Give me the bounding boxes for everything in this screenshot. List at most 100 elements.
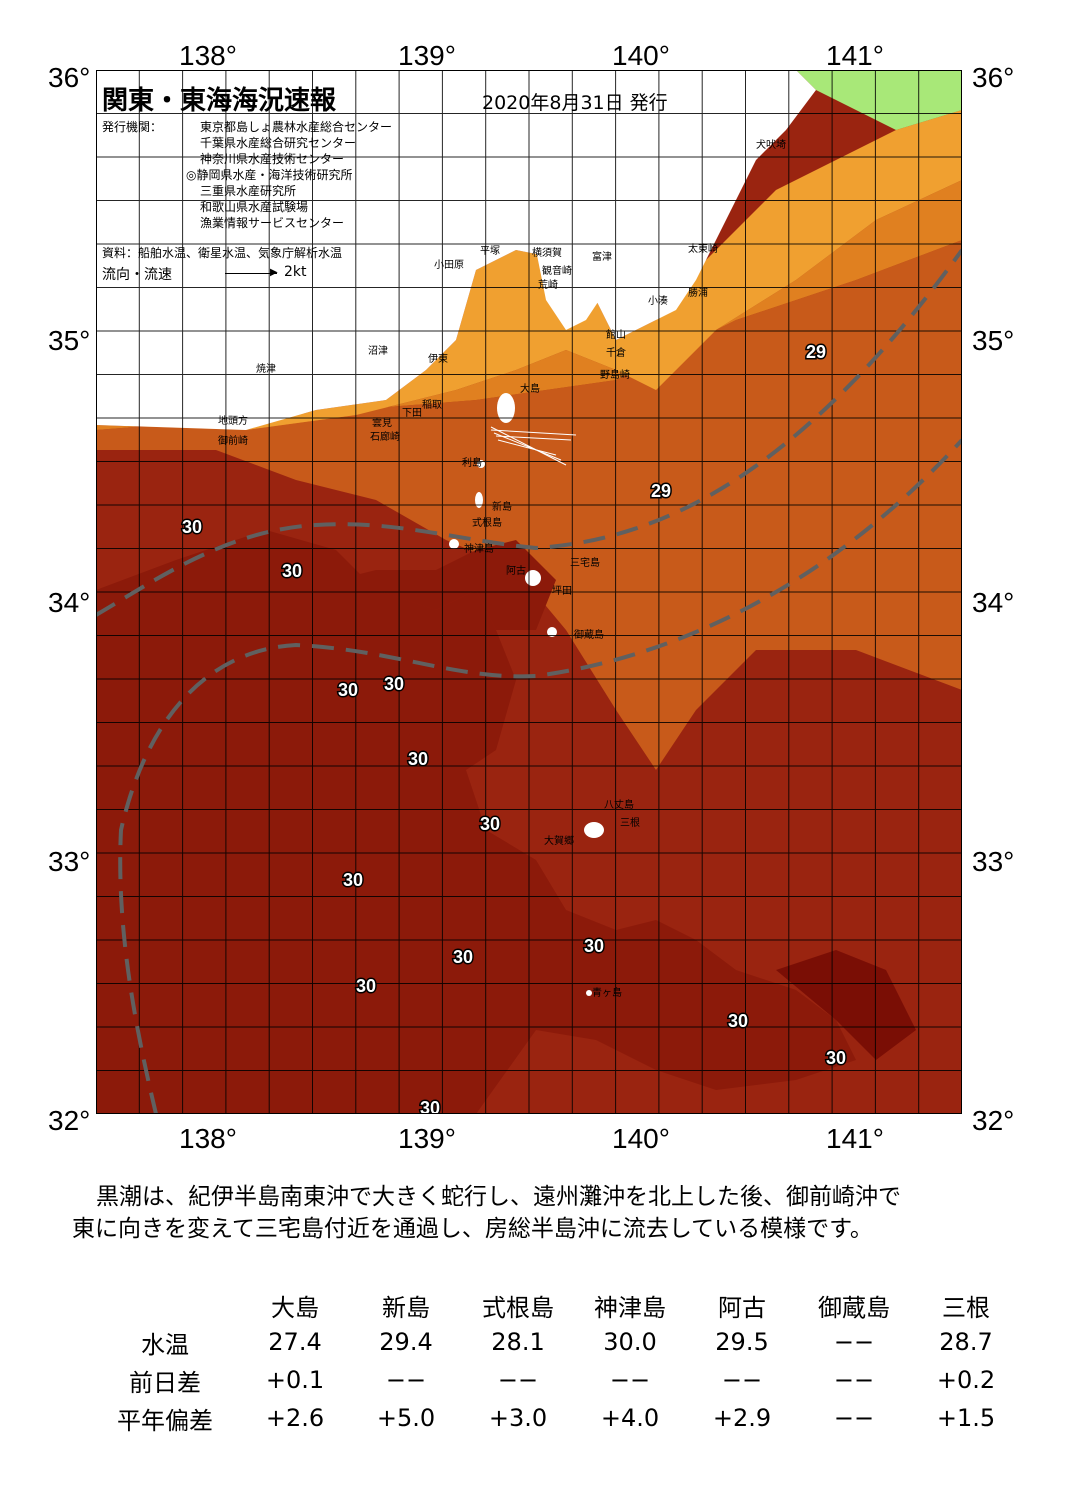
top-lon-label-138: 138° <box>179 40 237 71</box>
issuer-list: 東京都島しょ農林水産総合センター 千葉県水産総合研究センター 神奈川県水産技術セ… <box>186 119 392 231</box>
place-label: 大島 <box>520 382 540 395</box>
water-zone-30 <box>96 530 856 1114</box>
flow-legend-label: 流向・流速 <box>102 267 172 283</box>
place-label: 富津 <box>592 250 612 263</box>
place-label: 観音崎 <box>542 264 572 277</box>
issue-date: 2020年8月31日 発行 <box>482 92 668 114</box>
table-cell: +5.0 <box>376 1404 436 1432</box>
table-row-label: 平年偏差 <box>117 1406 213 1435</box>
table-cell: 28.1 <box>491 1328 545 1356</box>
table-row: 水温 27.4 29.4 28.1 30.0 29.5 −− 28.7 <box>90 1323 1022 1361</box>
flow-legend-scale: 2kt <box>284 264 307 280</box>
flow-legend-arrow <box>225 273 277 274</box>
table-cell: 29.5 <box>715 1328 769 1356</box>
kuroshio-path-south <box>118 438 962 1114</box>
place-label: 勝浦 <box>688 286 708 299</box>
table-cell: −− <box>833 1366 875 1394</box>
water-zone-cold <box>796 70 962 130</box>
map-frame <box>96 70 962 1114</box>
contour-label-30-a: 30 <box>182 517 202 537</box>
contour-label-30-c: 30 <box>338 680 358 700</box>
table-cell: 28.7 <box>939 1328 993 1356</box>
issuer-label: 発行機関： <box>102 120 163 134</box>
right-lat-label-32: 32° <box>972 1105 1015 1136</box>
table-cell: −− <box>833 1404 875 1432</box>
place-label: 館山 <box>606 328 626 341</box>
place-label: 御前崎 <box>218 434 248 447</box>
table-row: 平年偏差 +2.6 +5.0 +3.0 +4.0 +2.9 −− +1.5 <box>90 1399 1022 1437</box>
place-label: 三根 <box>620 816 640 829</box>
left-lat-label-33: 33° <box>48 846 91 877</box>
bottom-lon-label-140: 140° <box>612 1123 670 1154</box>
page-title: 関東・東海海況速報 <box>102 86 337 116</box>
bottom-lon-label-139: 139° <box>398 1123 456 1154</box>
issuer-item: 漁業情報サービスセンター <box>200 216 345 230</box>
table-corner <box>90 1288 240 1323</box>
table-col-header: 新島 <box>382 1294 430 1322</box>
place-label: 焼津 <box>256 363 276 375</box>
description-line-2: 東に向きを変えて三宅島付近を通過し、房総半島沖に流去している模様です。 <box>72 1216 873 1242</box>
table-col-header: 式根島 <box>482 1294 554 1322</box>
contour-label-30-d: 30 <box>384 674 404 694</box>
table-cell: +4.0 <box>600 1404 660 1432</box>
table-cell: −− <box>497 1366 539 1394</box>
table-cell: +2.6 <box>265 1404 325 1432</box>
island-hachijojima <box>584 822 604 838</box>
place-label: 式根島 <box>472 516 502 529</box>
contour-label-30-h: 30 <box>453 947 473 967</box>
table-col-header: 御蔵島 <box>818 1294 890 1322</box>
top-lon-label-141: 141° <box>826 40 884 71</box>
table-row-label: 水温 <box>141 1330 189 1359</box>
place-label: 石廊崎 <box>370 430 400 443</box>
place-label: 坪田 <box>552 584 572 597</box>
place-label: 新島 <box>492 500 512 513</box>
land-miura-boso-gap <box>536 170 641 330</box>
left-lat-label-35: 35° <box>48 325 91 356</box>
issuer-item: 東京都島しょ農林水産総合センター <box>200 120 393 134</box>
place-label: 荒崎 <box>538 278 558 291</box>
table-header-row: 大島 新島 式根島 神津島 阿古 御蔵島 三根 <box>90 1288 1022 1323</box>
table-row-label: 前日差 <box>129 1368 201 1397</box>
table-col-header: 阿古 <box>718 1294 766 1322</box>
left-lat-label-32: 32° <box>48 1105 91 1136</box>
place-label: 神津島 <box>464 542 494 555</box>
arrowhead-icon: ▶ <box>270 267 278 278</box>
island-oshima <box>497 393 515 423</box>
island-miyakejima <box>525 570 541 586</box>
top-lon-label-140: 140° <box>612 40 670 71</box>
sea-temperature-map: 29 29 30 30 30 30 30 30 30 30 30 30 30 3… <box>96 70 962 1114</box>
water-zone-27 <box>246 110 962 430</box>
contour-label-29-b: 29 <box>651 481 671 501</box>
right-lat-label-34: 34° <box>972 587 1015 618</box>
place-label: 犬吠埼 <box>756 138 786 151</box>
contour-label-30-j: 30 <box>584 936 604 956</box>
place-label: 平塚 <box>480 245 500 257</box>
water-zone-30-north <box>296 540 556 630</box>
land-honshu <box>96 70 816 430</box>
contour-label-30-f: 30 <box>480 814 500 834</box>
left-lat-label-34: 34° <box>48 587 91 618</box>
place-label: 千倉 <box>606 346 626 359</box>
table-cell: +0.2 <box>936 1366 996 1394</box>
flow-vectors <box>490 426 577 466</box>
table-cell: 29.4 <box>379 1328 433 1356</box>
bottom-lon-label-138: 138° <box>179 1123 237 1154</box>
table-cell: 30.0 <box>603 1328 657 1356</box>
place-label: 御蔵島 <box>574 628 604 641</box>
bottom-lon-label-141: 141° <box>826 1123 884 1154</box>
table-cell: −− <box>721 1366 763 1394</box>
table-cell: +2.9 <box>712 1404 772 1432</box>
island-kozushima <box>449 539 459 549</box>
right-lat-label-35: 35° <box>972 325 1015 356</box>
place-label: 三宅島 <box>570 556 600 569</box>
place-label: 利島 <box>462 456 482 469</box>
issuer-item: 千葉県水産総合研究センター <box>200 136 357 150</box>
issuer-item: 和歌山県水産試験場 <box>200 200 309 214</box>
place-label: 沼津 <box>368 344 388 357</box>
issuer-item: 三重県水産研究所 <box>200 184 297 198</box>
table-cell: −− <box>833 1328 875 1356</box>
contour-label-30-i: 30 <box>356 976 376 996</box>
table-col-header: 神津島 <box>594 1294 666 1322</box>
issuer-item: ◎静岡県水産・海洋技術研究所 <box>186 168 353 182</box>
place-label: 大賀郷 <box>544 834 574 847</box>
